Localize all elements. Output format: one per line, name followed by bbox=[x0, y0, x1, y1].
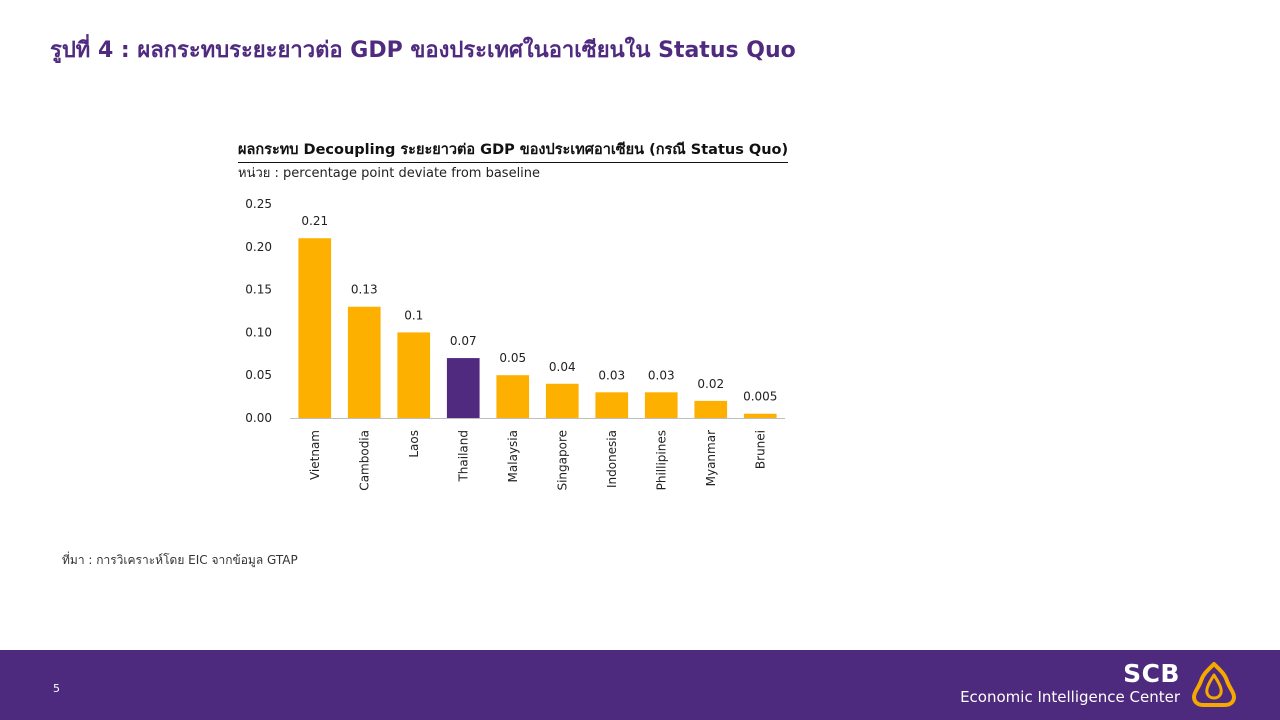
data-label: 0.13 bbox=[351, 283, 378, 297]
x-tick-label: Brunei bbox=[753, 430, 767, 469]
data-label: 0.03 bbox=[598, 368, 625, 382]
bar-brunei bbox=[743, 413, 777, 418]
y-tick-label: 0.25 bbox=[245, 197, 272, 211]
bar-myanmar bbox=[694, 400, 728, 418]
bars bbox=[298, 238, 777, 418]
chart-title: ผลกระทบ Decoupling ระยะยาวต่อ GDP ของประ… bbox=[238, 138, 789, 163]
x-tick-label: Thailand bbox=[456, 430, 470, 483]
x-tick-label: Indonesia bbox=[605, 430, 619, 488]
y-axis-labels: 0.00 0.05 0.10 0.15 0.20 0.25 bbox=[245, 197, 272, 425]
x-tick-label: Myanmar bbox=[704, 430, 718, 486]
x-tick-label: Singapore bbox=[555, 430, 569, 491]
x-tick-label: Laos bbox=[407, 430, 421, 458]
bar-cambodia bbox=[347, 306, 381, 418]
y-tick-label: 0.20 bbox=[245, 240, 272, 254]
y-tick-label: 0.10 bbox=[245, 325, 272, 339]
brand: SCB Economic Intelligence Center bbox=[960, 659, 1180, 708]
bar-laos bbox=[397, 332, 431, 418]
data-label: 0.07 bbox=[450, 334, 477, 348]
data-labels: 0.21 0.13 0.1 0.07 0.05 0.04 0.03 0.03 0.02 0.005 bbox=[301, 214, 777, 403]
bar-malaysia bbox=[496, 375, 530, 418]
data-label: 0.21 bbox=[301, 214, 328, 228]
x-tick-label: Vietnam bbox=[308, 430, 322, 480]
y-tick-label: 0.15 bbox=[245, 283, 272, 297]
y-tick-label: 0.00 bbox=[245, 411, 272, 425]
bar-indonesia bbox=[595, 392, 629, 418]
y-tick-label: 0.05 bbox=[245, 368, 272, 382]
chart-subtitle: หน่วย : percentage point deviate from ba… bbox=[238, 166, 541, 181]
x-tick-label: Cambodia bbox=[357, 430, 371, 491]
data-label: 0.02 bbox=[697, 377, 724, 391]
data-label: 0.005 bbox=[743, 390, 777, 404]
footer-bar: 5 SCB Economic Intelligence Center bbox=[0, 650, 1280, 720]
brand-tagline: Economic Intelligence Center bbox=[960, 688, 1180, 706]
scb-shell-logo-icon bbox=[1192, 662, 1236, 707]
slide-title: รูปที่ 4 : ผลกระทบระยะยาวต่อ GDP ของประเ… bbox=[50, 38, 796, 63]
data-label: 0.03 bbox=[648, 368, 675, 382]
data-label: 0.04 bbox=[549, 360, 576, 374]
bar-phillipines bbox=[644, 392, 678, 418]
x-axis-labels: Vietnam Cambodia Laos Thailand Malaysia Singa… bbox=[308, 430, 768, 491]
page-number: 5 bbox=[53, 682, 60, 695]
bar-vietnam bbox=[298, 238, 332, 418]
data-label: 0.1 bbox=[404, 308, 423, 322]
bar-singapore bbox=[545, 383, 579, 418]
brand-name: SCB bbox=[1123, 659, 1180, 688]
bar-thailand bbox=[446, 358, 480, 418]
bar-chart: 0.00 0.05 0.10 0.15 0.20 0.25 0.21 0.13 0.1 0.07… bbox=[245, 197, 785, 491]
x-tick-label: Phillipines bbox=[654, 430, 668, 490]
source-note: ที่มา : การวิเคราะห์โดย EIC จากข้อมูล GT… bbox=[62, 553, 298, 567]
x-tick-label: Malaysia bbox=[506, 430, 520, 482]
data-label: 0.05 bbox=[499, 351, 526, 365]
